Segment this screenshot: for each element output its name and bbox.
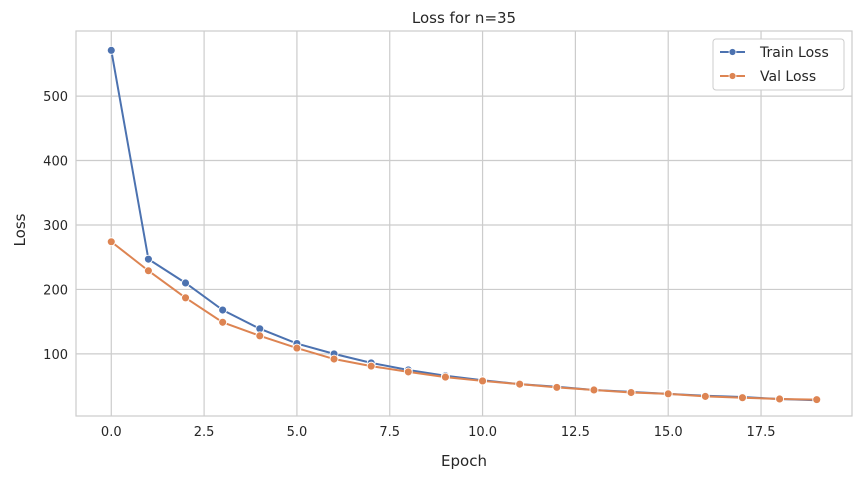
legend-marker-train [728, 48, 737, 56]
chart-title: Loss for n=35 [412, 9, 516, 27]
data-point-val [106, 237, 116, 247]
x-tick-label: 10.0 [468, 425, 497, 440]
data-point-val [255, 331, 265, 341]
plot-frame [75, 30, 853, 417]
data-point-val [515, 379, 525, 389]
x-tick-label: 12.5 [561, 425, 590, 440]
data-point-val [329, 354, 339, 364]
y-tick-label: 400 [43, 155, 68, 170]
legend-label-train: Train Loss [759, 45, 829, 61]
x-tick-label: 17.5 [747, 425, 776, 440]
x-tick-label: 0.0 [101, 425, 122, 440]
y-tick-label: 100 [43, 348, 68, 363]
data-point-train [106, 45, 116, 55]
data-point-val [292, 343, 302, 353]
legend: Train Loss Val Loss [712, 38, 845, 91]
legend-label-val: Val Loss [760, 69, 816, 85]
y-tick-label: 200 [43, 283, 68, 298]
data-point-val [626, 388, 636, 397]
x-tick-label: 2.5 [194, 425, 215, 440]
data-point-val [552, 382, 562, 392]
data-point-val [218, 317, 228, 327]
y-axis-label: Loss [11, 213, 29, 246]
data-point-val [700, 391, 710, 401]
data-point-val [181, 293, 190, 303]
data-point-val [403, 367, 413, 377]
x-tick-label: 7.5 [379, 425, 400, 440]
x-tick-label: 5.0 [287, 425, 308, 440]
legend-box [712, 38, 845, 91]
data-point-val [589, 385, 599, 395]
data-point-val [478, 376, 488, 386]
series-line-val [110, 240, 817, 401]
data-point-val [366, 361, 376, 371]
data-point-val [440, 372, 450, 382]
data-point-train [218, 305, 228, 315]
data-point-val [812, 395, 822, 405]
data-point-train [181, 278, 190, 288]
y-tick-label: 500 [43, 90, 68, 105]
y-tick-label: 300 [43, 219, 68, 234]
x-tick-label: 15.0 [654, 425, 683, 440]
legend-marker-val [728, 72, 737, 80]
data-point-val [775, 394, 785, 404]
data-point-train [143, 254, 153, 264]
data-point-val [143, 266, 153, 276]
x-axis-label: Epoch [441, 452, 487, 470]
data-point-val [663, 389, 673, 399]
data-point-val [738, 393, 747, 403]
